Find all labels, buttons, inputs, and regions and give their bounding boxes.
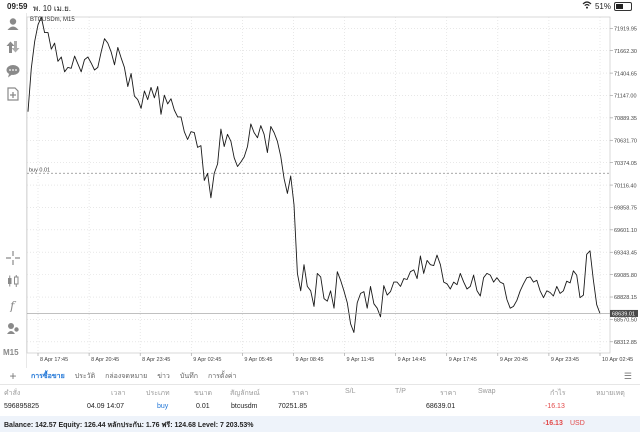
- balance-summary: Balance: 142.57 Equity: 126.44 หลักประกั…: [4, 422, 254, 429]
- objects-icon[interactable]: [3, 319, 23, 337]
- status-date: พ. 10 เม.ย.: [33, 4, 71, 13]
- row-type: buy: [157, 403, 169, 410]
- price-tick-label: 68828.15: [614, 295, 637, 301]
- trade-arrows-icon[interactable]: [3, 38, 23, 56]
- tab-trade[interactable]: การซื้อขาย: [31, 372, 65, 380]
- col-volume: ขนาด: [194, 390, 213, 397]
- tab-history[interactable]: ประวัติ: [74, 372, 96, 380]
- tab-journal[interactable]: บันทึก: [179, 372, 198, 380]
- row-time: 04.09 14:07: [87, 403, 124, 410]
- time-tick-label: 9 Apr 08:45: [295, 357, 323, 363]
- price-chart[interactable]: 71919.95 71662.30 71404.65 71147.00 70889.35…: [26, 13, 640, 368]
- crosshair-icon[interactable]: [3, 249, 23, 267]
- order-line-label: buy 0.01: [29, 167, 50, 173]
- balance-profit: -16.13: [543, 420, 563, 427]
- time-tick-label: 9 Apr 11:45: [347, 357, 375, 363]
- left-toolbar: f M15: [0, 13, 27, 368]
- price-tick-label: 71662.30: [614, 49, 637, 55]
- tab-settings[interactable]: การตั้งค่า: [207, 372, 237, 380]
- balance-currency: USD: [570, 420, 585, 427]
- row-price-current: 68639.01: [426, 403, 456, 410]
- col-time: เวลา: [111, 390, 126, 397]
- time-tick-label: 9 Apr 14:45: [398, 357, 426, 363]
- row-price-open: 70251.85: [278, 403, 308, 410]
- status-time: 09:59: [7, 2, 28, 11]
- current-price-label: 68639.01: [612, 311, 635, 317]
- indicators-icon[interactable]: f: [3, 296, 23, 314]
- balance-bar: Balance: 142.57 Equity: 126.44 หลักประกั…: [0, 416, 640, 432]
- time-tick-label: 9 Apr 17:45: [449, 357, 477, 363]
- price-tick-label: 69343.45: [614, 250, 637, 256]
- time-tick-label: 10 Apr 02:45: [602, 357, 633, 363]
- table-row[interactable]: 596895825 04.09 14:07 buy 0.01 btcusdm 7…: [0, 400, 640, 415]
- price-tick-label: 68312.85: [614, 340, 637, 346]
- chart-title: BTCUSDm, M15: [30, 17, 75, 23]
- price-tick-label: 70631.70: [614, 138, 637, 144]
- current-price-tag: [610, 309, 638, 317]
- timeframe-button[interactable]: M15: [3, 348, 19, 357]
- col-price-current: ราคา: [440, 390, 457, 397]
- bottom-tabs-bar: + การซื้อขาย ประวัติ กล่องจดหมาย ข่าว บั…: [0, 368, 640, 385]
- col-profit: กำไร: [550, 390, 566, 397]
- row-profit: -16.13: [545, 403, 565, 410]
- price-tick-label: 70116.40: [614, 183, 637, 189]
- time-tick-label: 9 Apr 05:45: [244, 357, 272, 363]
- table-header: คำสั่ง เวลา ประเภท ขนาด สัญลักษณ์ ราคา S…: [0, 385, 640, 399]
- status-right: 51%: [582, 1, 632, 11]
- status-bar: 09:59 พ. 10 เม.ย. 51%: [0, 0, 640, 13]
- col-price-open: ราคา: [292, 390, 309, 397]
- tab-mailbox[interactable]: กล่องจดหมาย: [105, 372, 148, 380]
- col-sl: S/L: [345, 388, 356, 395]
- time-tick-label: 9 Apr 23:45: [551, 357, 579, 363]
- chart-area[interactable]: 71919.95 71662.30 71404.65 71147.00 70889.35…: [26, 13, 640, 368]
- price-line-series: [27, 16, 601, 333]
- col-swap: Swap: [478, 388, 496, 395]
- col-symbol: สัญลักษณ์: [230, 390, 260, 397]
- price-tick-label: 71404.65: [614, 71, 637, 77]
- battery-percent: 51%: [594, 1, 611, 11]
- account-icon[interactable]: [3, 15, 23, 33]
- price-tick-label: 70889.35: [614, 116, 637, 122]
- row-volume: 0.01: [196, 403, 210, 410]
- col-tp: T/P: [395, 388, 406, 395]
- svg-text:f: f: [9, 299, 17, 312]
- price-tick-label: 69085.80: [614, 273, 637, 279]
- time-tick-label: 9 Apr 02:45: [193, 357, 221, 363]
- row-order: 596895825: [4, 403, 40, 410]
- price-tick-label: 69601.10: [614, 228, 637, 234]
- new-order-icon[interactable]: [3, 85, 23, 103]
- price-tick-label: 71919.95: [614, 27, 637, 33]
- time-tick-label: 8 Apr 20:45: [91, 357, 119, 363]
- price-tick-label: 69858.75: [614, 206, 637, 212]
- price-tick-label: 70374.05: [614, 161, 637, 167]
- time-tick-label: 8 Apr 23:45: [142, 357, 170, 363]
- col-type: ประเภท: [146, 390, 170, 397]
- time-tick-label: 9 Apr 20:45: [500, 357, 528, 363]
- col-order: คำสั่ง: [4, 390, 21, 397]
- panel-menu-icon[interactable]: ☰: [623, 371, 632, 381]
- price-tick-label: 68570.50: [614, 318, 637, 324]
- tab-news[interactable]: ข่าว: [157, 372, 170, 380]
- row-symbol: btcusdm: [231, 403, 258, 410]
- battery-icon: [614, 1, 632, 11]
- wifi-icon: [582, 1, 592, 11]
- chart-type-icon[interactable]: [3, 272, 23, 290]
- col-comment: หมายเหตุ: [596, 390, 625, 397]
- chat-icon[interactable]: [3, 62, 23, 80]
- time-tick-label: 8 Apr 17:45: [40, 357, 68, 363]
- price-tick-label: 71147.00: [614, 94, 637, 100]
- add-icon[interactable]: +: [9, 369, 17, 383]
